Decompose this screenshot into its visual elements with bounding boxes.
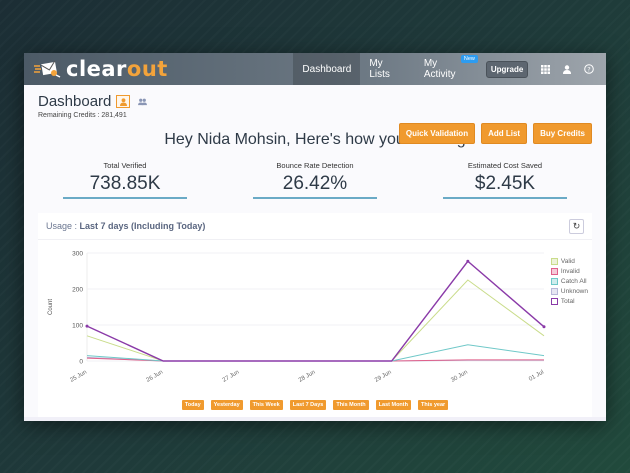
range-button-yesterday[interactable]: Yesterday [210, 400, 243, 410]
range-button-last-7-days[interactable]: Last 7 Days [289, 400, 327, 410]
quick-validation-button[interactable]: Quick Validation [398, 123, 476, 144]
upgrade-button[interactable]: Upgrade [485, 60, 529, 78]
svg-text:0: 0 [79, 359, 83, 366]
refresh-icon[interactable]: ↻ [569, 218, 584, 234]
stat-cost-saved: Estimated Cost Saved $2.45K [443, 161, 567, 199]
envelope-logo-icon [34, 60, 61, 78]
range-button-this-year[interactable]: This year [418, 400, 449, 410]
top-navbar: clearout Dashboard My Lists My Activity … [24, 53, 606, 85]
stats-row: Total Verified 738.85K Bounce Rate Detec… [38, 161, 592, 199]
usage-line-chart: 0 100 200 300 Count 25 Jun 26 Jun 27 Jun 28 Jun 2… [48, 251, 546, 384]
nav-dashboard[interactable]: Dashboard [293, 53, 361, 85]
legend-item-unknown[interactable]: Unknown [550, 286, 588, 296]
svg-text:28 Jun: 28 Jun [298, 370, 317, 384]
svg-text:26 Jun: 26 Jun [146, 370, 165, 384]
action-buttons: Quick Validation Add List Buy Credits [398, 123, 592, 144]
apps-grid-icon[interactable] [534, 53, 556, 85]
greeting-heading: Hey Nida Mohsin, Here's how you're doing [164, 131, 466, 148]
svg-text:27 Jun: 27 Jun [222, 370, 241, 384]
svg-text:29 Jun: 29 Jun [374, 370, 393, 384]
remaining-credits: Remaining Credits : 281,491 [38, 112, 127, 119]
svg-text:?: ? [587, 66, 590, 74]
legend-item-total[interactable]: Total [550, 296, 588, 306]
logo-text: clearout [66, 57, 168, 81]
chart-legend: Valid Invalid Catch All Unknown Total [550, 256, 588, 306]
add-list-button[interactable]: Add List [481, 123, 528, 144]
team-users-icon[interactable] [135, 95, 149, 108]
svg-text:25 Jun: 25 Jun [69, 370, 88, 384]
usage-title: Usage : Last 7 days (Including Today) [46, 221, 206, 231]
date-range-buttons: Today Yesterday This Week Last 7 Days This M… [24, 400, 606, 410]
new-badge: New [460, 55, 478, 63]
single-user-icon[interactable] [116, 95, 131, 108]
stat-bounce-rate: Bounce Rate Detection 26.42% [253, 161, 377, 199]
main-nav: Dashboard My Lists My Activity New Upgra… [293, 53, 606, 85]
range-button-last-month[interactable]: Last Month [375, 400, 411, 410]
user-icon[interactable] [556, 53, 578, 85]
legend-item-valid[interactable]: Valid [550, 256, 588, 266]
usage-card: Usage : Last 7 days (Including Today) ↻ … [38, 213, 592, 421]
logo[interactable]: clearout [24, 53, 293, 85]
dashboard-content: Dashboard Remaining Credits : 281,491 Qu… [24, 85, 606, 207]
svg-text:30 Jun: 30 Jun [450, 370, 469, 384]
app-window: clearout Dashboard My Lists My Activity … [24, 53, 606, 421]
buy-credits-button[interactable]: Buy Credits [533, 123, 592, 144]
range-button-this-week[interactable]: This Week [249, 400, 283, 410]
page-title: Dashboard [38, 93, 112, 110]
svg-text:100: 100 [72, 323, 83, 330]
svg-text:01 Jul: 01 Jul [528, 370, 545, 383]
svg-text:300: 300 [72, 251, 83, 258]
nav-my-activity[interactable]: My Activity New [415, 53, 480, 85]
footer-strip [24, 417, 606, 421]
legend-item-invalid[interactable]: Invalid [550, 266, 588, 276]
range-button-today[interactable]: Today [181, 400, 204, 410]
svg-text:Count: Count [48, 299, 54, 315]
legend-item-catch-all[interactable]: Catch All [550, 276, 588, 286]
help-icon[interactable]: ? [578, 53, 600, 85]
svg-text:200: 200 [72, 287, 83, 294]
range-button-this-month[interactable]: This Month [333, 400, 369, 410]
nav-my-lists[interactable]: My Lists [369, 58, 390, 80]
stat-total-verified: Total Verified 738.85K [63, 161, 187, 199]
